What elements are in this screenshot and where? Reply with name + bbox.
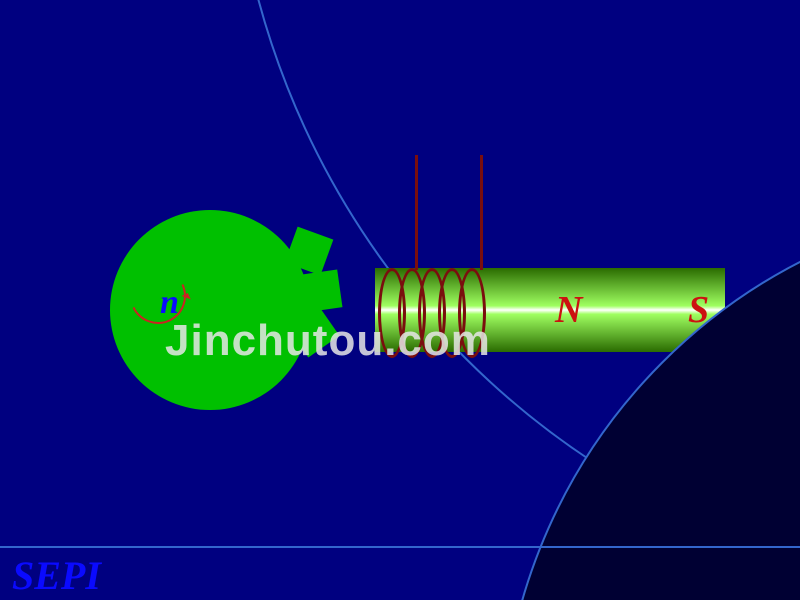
coil-lead-2: [480, 155, 483, 270]
watermark-text: Jinchutou.com: [165, 316, 491, 366]
diagram-stage: n N S Jinchutou.com SEPI: [0, 0, 800, 600]
footer-divider: [0, 546, 800, 548]
coil-lead-1: [415, 155, 418, 270]
label-north: N: [555, 288, 582, 332]
footer-brand: SEPI: [12, 552, 101, 599]
